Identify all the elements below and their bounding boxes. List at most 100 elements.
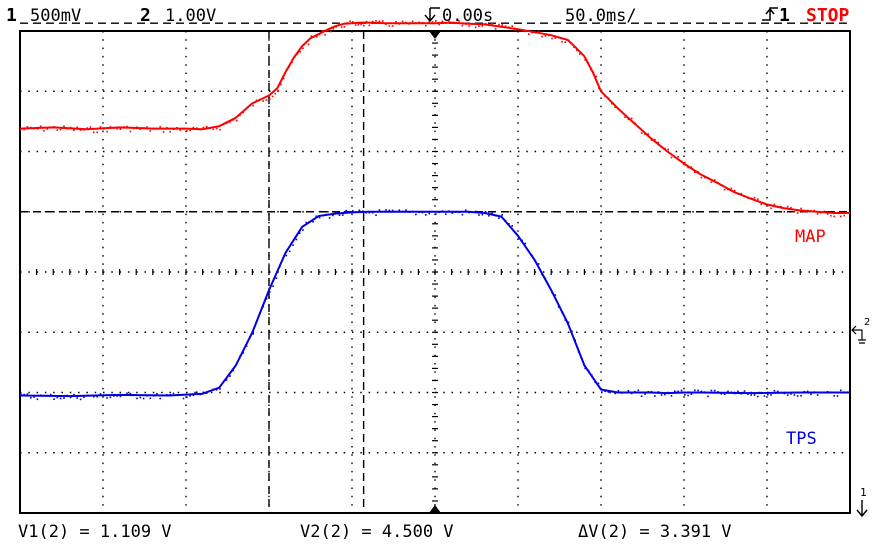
tps-trace-sample xyxy=(478,214,480,216)
map-trace-sample xyxy=(291,61,293,64)
tps-trace-sample xyxy=(813,391,816,393)
map-trace-sample xyxy=(830,215,832,217)
map-trace-sample xyxy=(713,179,716,181)
tps-trace-sample xyxy=(747,393,749,395)
map-trace-sample xyxy=(192,126,195,129)
tps-trace-sample xyxy=(371,211,374,214)
tps-trace-sample xyxy=(634,390,636,393)
tps-trace-sample xyxy=(611,390,613,392)
tps-trace-sample xyxy=(136,397,138,400)
map-trace-sample xyxy=(363,24,365,27)
tps-trace-sample xyxy=(581,358,583,360)
tps-trace-sample xyxy=(823,391,825,394)
map-trace-sample xyxy=(106,130,108,133)
map-trace-sample xyxy=(690,166,693,168)
tps-trace-sample xyxy=(388,209,391,212)
map-trace-sample xyxy=(23,128,25,131)
map-trace-sample xyxy=(103,128,105,130)
tps-trace-sample xyxy=(332,214,334,217)
v2-readout: V2(2) = 4.500 V xyxy=(300,522,454,542)
time-offset: 0.00s xyxy=(442,6,493,26)
tps-trace-sample xyxy=(703,391,706,393)
map-trace-sample xyxy=(448,20,450,22)
tps-trace-sample xyxy=(375,214,377,216)
tps-trace-sample xyxy=(269,291,271,293)
map-trace-sample xyxy=(551,37,553,40)
map-trace-sample xyxy=(395,21,397,23)
map-trace-sample xyxy=(573,46,575,49)
map-trace-sample xyxy=(435,20,437,22)
tps-trace-sample xyxy=(315,215,318,218)
map-trace-sample xyxy=(790,206,792,209)
map-trace-sample xyxy=(166,127,168,129)
map-trace-sample xyxy=(26,126,29,128)
ch2-number: 2 xyxy=(140,5,151,26)
map-trace-sample xyxy=(225,122,228,125)
tps-trace-sample xyxy=(481,213,484,216)
map-trace-sample xyxy=(99,126,102,128)
map-trace-sample xyxy=(703,176,706,179)
map-trace-sample xyxy=(786,205,789,208)
tps-trace-sample xyxy=(312,221,314,223)
tps-trace-sample xyxy=(43,394,45,397)
map-trace-sample xyxy=(36,128,39,130)
map-trace-sample xyxy=(650,139,653,141)
tps-trace-sample xyxy=(727,390,729,393)
tps-trace-sample xyxy=(750,394,752,396)
map-trace-sample xyxy=(46,128,49,130)
map-trace-sample xyxy=(122,126,125,128)
map-trace-sample xyxy=(514,29,517,31)
tps-trace-sample xyxy=(395,210,397,213)
tps-trace-sample xyxy=(670,395,673,397)
tps-trace-sample xyxy=(262,305,264,308)
tps-trace-sample xyxy=(723,393,726,395)
tps-trace-sample xyxy=(222,381,225,384)
map-trace-sample xyxy=(617,108,620,110)
map-trace-sample xyxy=(627,118,630,121)
map-trace-sample xyxy=(33,127,35,130)
tps-trace-sample xyxy=(806,390,809,393)
map-trace-sample xyxy=(385,23,387,25)
tps-trace-sample xyxy=(239,355,241,358)
tps-trace-sample xyxy=(737,390,739,393)
map-trace-sample xyxy=(296,53,299,55)
map-trace-sample xyxy=(73,129,75,132)
tps-trace-sample xyxy=(285,254,288,257)
tps-trace-sample xyxy=(355,211,357,213)
tps-trace-sample xyxy=(491,212,493,214)
map-trace-sample xyxy=(280,83,282,86)
tps-trace-sample xyxy=(531,254,533,257)
map-trace-sample xyxy=(561,40,563,43)
map-trace-sample xyxy=(156,127,158,130)
tps-trace-sample xyxy=(59,397,62,400)
tps-trace-sample xyxy=(169,394,171,396)
map-trace-sample xyxy=(139,128,142,130)
tps-trace-sample xyxy=(418,211,420,214)
tps-trace-sample xyxy=(232,369,235,372)
map-trace-sample xyxy=(415,22,417,24)
map-trace-sample xyxy=(557,36,560,39)
map-trace-sample xyxy=(589,68,592,71)
tps-trace-sample xyxy=(186,396,188,399)
tps-trace-sample xyxy=(713,389,716,392)
tps-trace-sample xyxy=(149,397,152,400)
map-trace-sample xyxy=(454,22,457,24)
tps-trace-sample xyxy=(494,214,497,217)
map-trace-sample xyxy=(59,128,62,131)
map-trace-sample xyxy=(232,119,235,121)
map-trace-sample xyxy=(282,77,285,80)
map-trace-sample xyxy=(205,125,208,128)
tps-trace-sample xyxy=(464,209,467,211)
tps-trace-sample xyxy=(225,379,228,381)
map-trace-sample xyxy=(357,24,360,26)
tps-trace-sample xyxy=(365,211,367,214)
map-trace-sample xyxy=(186,130,188,132)
tps-trace-sample xyxy=(587,369,590,372)
tps-trace-sample xyxy=(780,391,782,394)
tps-trace-sample xyxy=(667,392,669,395)
map-trace-sample xyxy=(667,148,669,151)
tps-trace-sample xyxy=(694,389,696,392)
tps-trace-sample xyxy=(461,213,464,216)
tps-trace-sample xyxy=(73,393,75,396)
trigger-top-marker xyxy=(429,31,441,39)
